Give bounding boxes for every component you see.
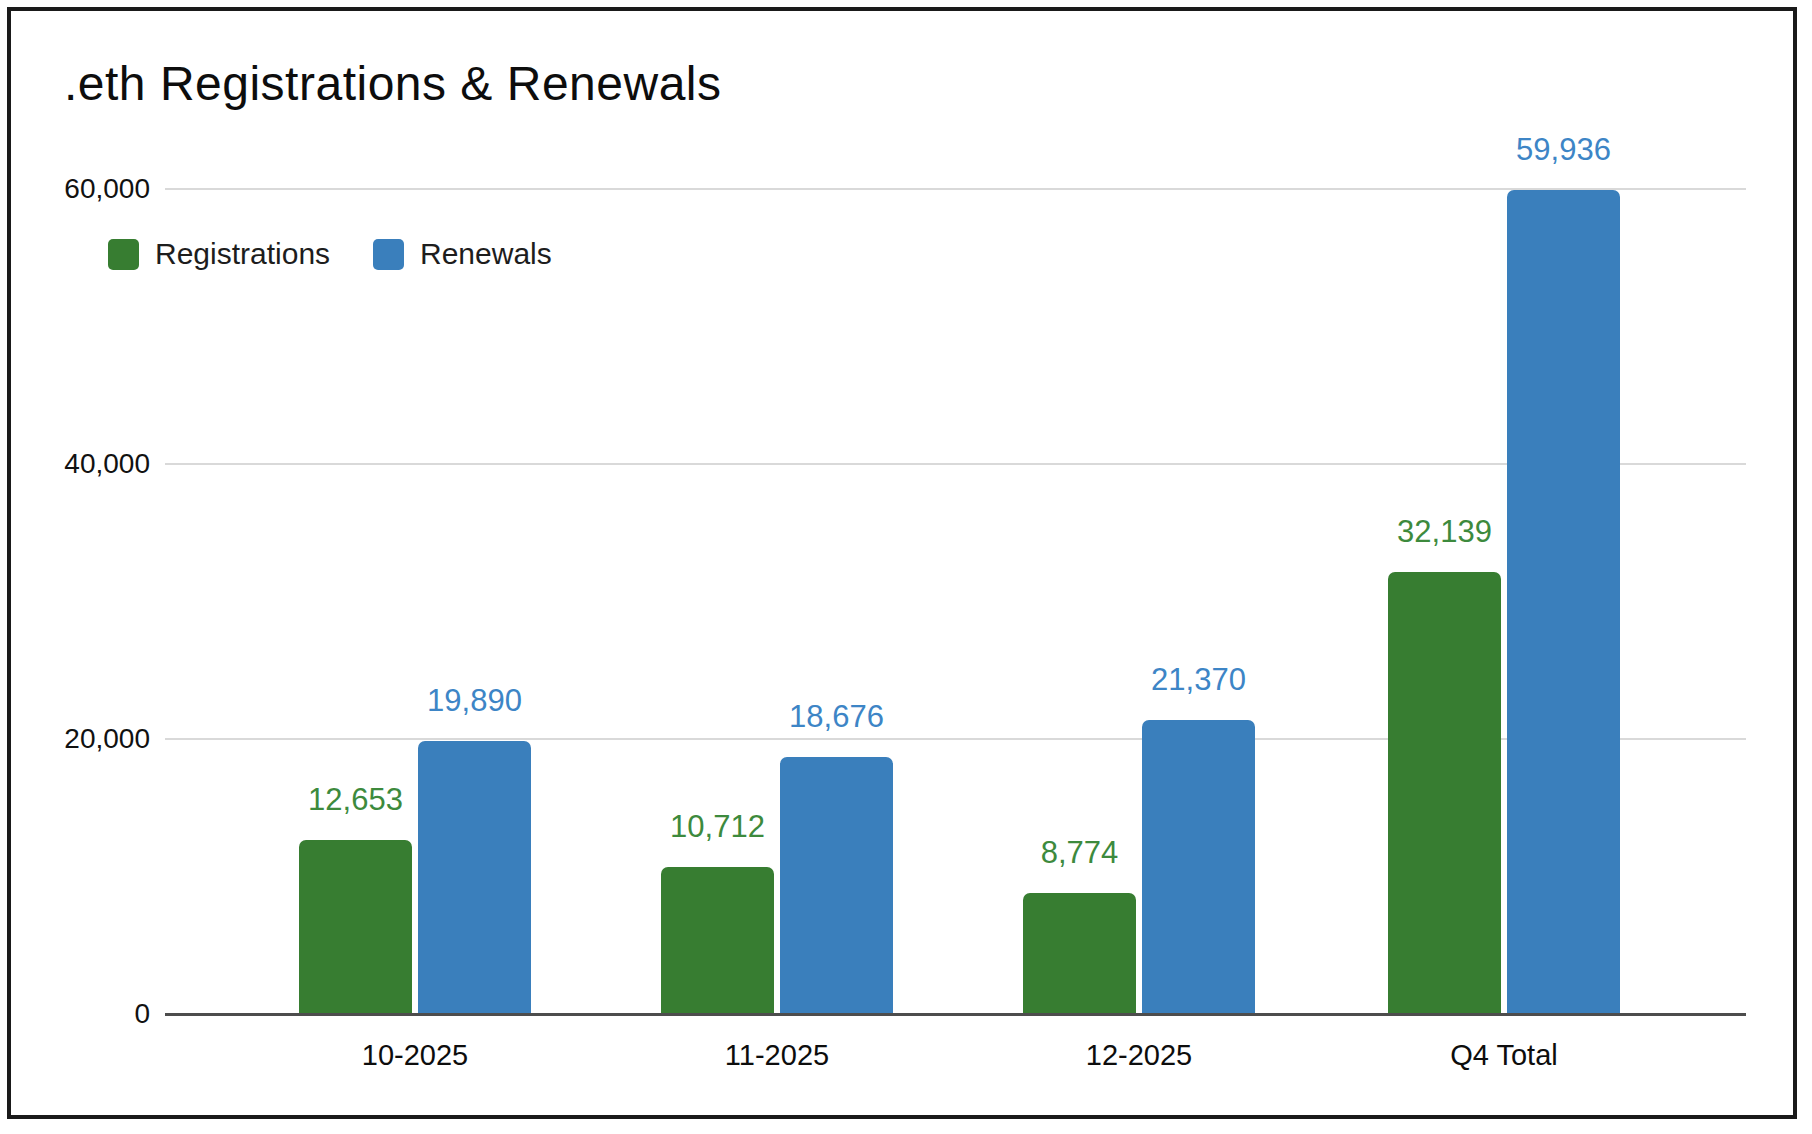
bar-renewals-10-2025[interactable] xyxy=(418,741,531,1014)
value-label-renewals-11-2025: 18,676 xyxy=(727,699,947,735)
bar-registrations-10-2025[interactable] xyxy=(299,840,412,1014)
value-label-renewals-q4-total: 59,936 xyxy=(1454,132,1674,168)
bar-registrations-11-2025[interactable] xyxy=(661,867,774,1014)
legend-label-renewals: Renewals xyxy=(420,237,552,271)
renewals-legend-swatch-icon xyxy=(373,239,404,270)
x-axis-line xyxy=(165,1013,1746,1016)
legend-item-registrations: Registrations xyxy=(108,237,330,271)
bar-registrations-12-2025[interactable] xyxy=(1023,893,1136,1014)
y-tick-label-0: 0 xyxy=(0,997,150,1031)
legend-item-renewals: Renewals xyxy=(373,237,552,271)
value-label-renewals-12-2025: 21,370 xyxy=(1089,662,1309,698)
x-label-12-2025: 12-2025 xyxy=(1019,1038,1259,1072)
x-label-11-2025: 11-2025 xyxy=(657,1038,897,1072)
legend-label-registrations: Registrations xyxy=(155,237,330,271)
bar-renewals-11-2025[interactable] xyxy=(780,757,893,1014)
bar-registrations-q4-total[interactable] xyxy=(1388,572,1501,1014)
x-label-10-2025: 10-2025 xyxy=(295,1038,535,1072)
chart-title: .eth Registrations & Renewals xyxy=(64,56,721,111)
value-label-renewals-10-2025: 19,890 xyxy=(365,683,585,719)
y-tick-label-20000: 20,000 xyxy=(0,722,150,756)
registrations-legend-swatch-icon xyxy=(108,239,139,270)
bar-renewals-12-2025[interactable] xyxy=(1142,720,1255,1014)
y-tick-label-60000: 60,000 xyxy=(0,172,150,206)
bar-renewals-q4-total[interactable] xyxy=(1507,190,1620,1014)
x-label-q4-total: Q4 Total xyxy=(1384,1038,1624,1072)
gridline-60000 xyxy=(165,188,1746,190)
y-tick-label-40000: 40,000 xyxy=(0,447,150,481)
